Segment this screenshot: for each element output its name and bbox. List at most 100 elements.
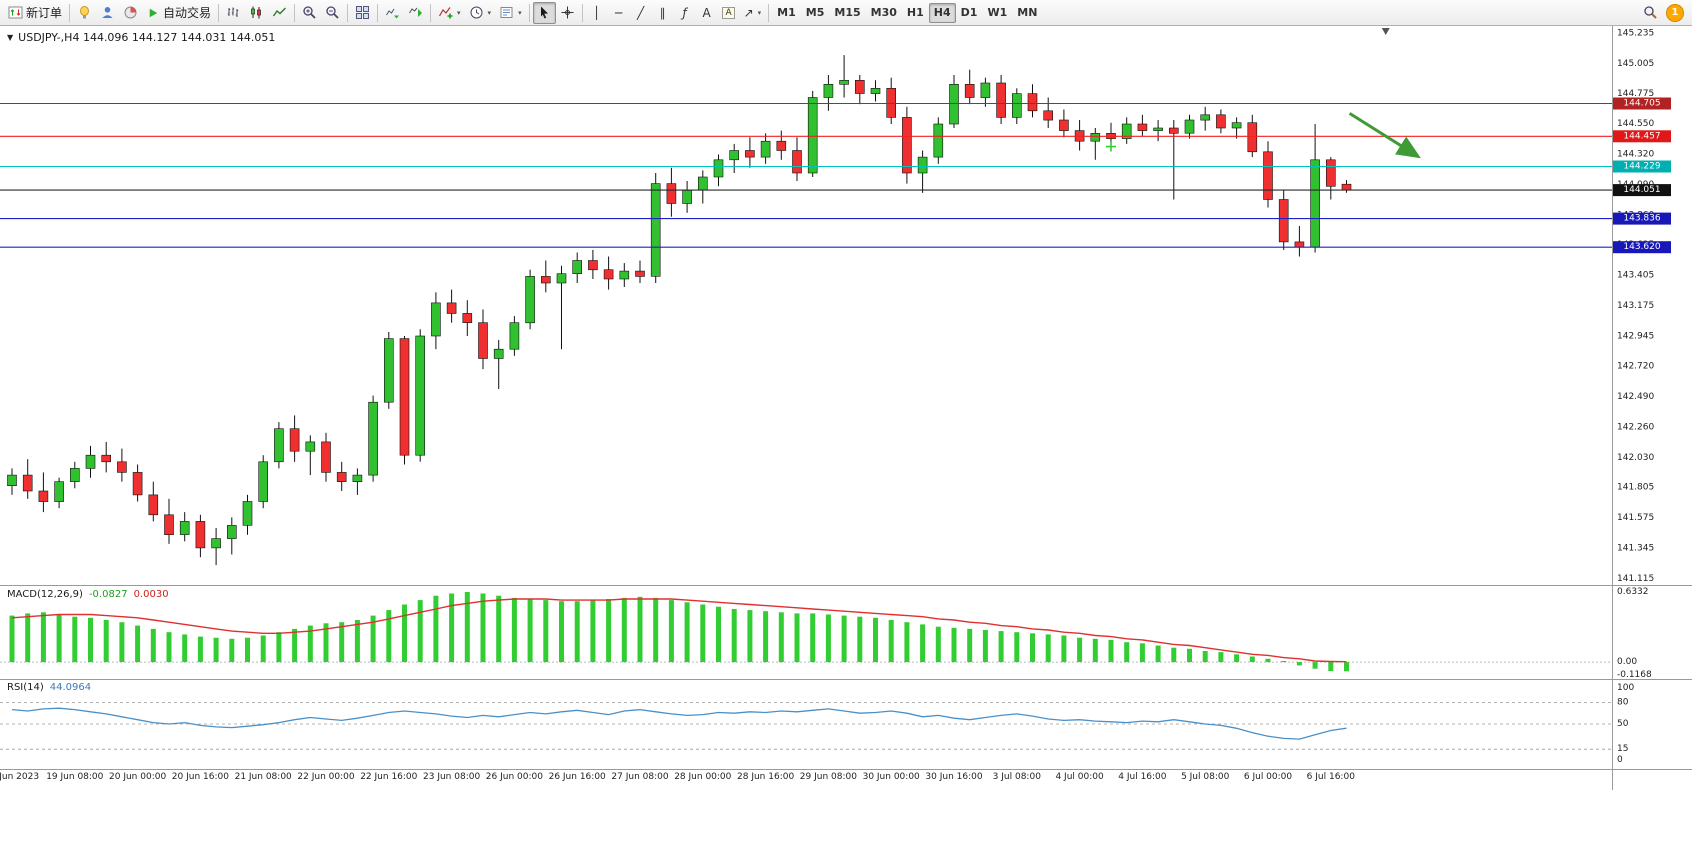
candle-down (1216, 114, 1226, 129)
price-axis-label: 142.260 (1617, 422, 1654, 432)
profile-icon (102, 7, 113, 18)
candle-up (1090, 133, 1101, 142)
price-level-badge-text: 144.705 (1623, 99, 1660, 109)
chart-shift-button[interactable] (404, 2, 427, 24)
candlestick-chart-button[interactable] (245, 2, 268, 24)
vertical-line-button[interactable]: │ (586, 2, 608, 24)
lamp-button[interactable] (73, 2, 96, 24)
price-axis-label: 143.405 (1617, 271, 1654, 281)
candle-up (1310, 159, 1320, 248)
search-button[interactable] (1639, 2, 1662, 24)
candle-down (101, 454, 111, 463)
auto-scroll-button[interactable] (381, 2, 404, 24)
price-axis-label: 142.720 (1617, 361, 1654, 371)
zoom-in-button[interactable] (298, 2, 321, 24)
macd-histogram-bar (1344, 662, 1349, 672)
horizontal-line-icon: ─ (614, 5, 623, 20)
fibonacci-button[interactable]: ƒ (674, 2, 696, 24)
chart-shift-marker[interactable] (1381, 28, 1390, 35)
arrows-tool-button[interactable]: ↗ ▾ (740, 2, 766, 24)
panel-separator[interactable] (0, 769, 1692, 770)
price-chart-panel[interactable]: 145.235 145.005 144.775 144.550 144.320 144.0… (0, 26, 1692, 586)
macd-histogram-bar (1312, 662, 1318, 669)
macd-histogram-bar (433, 595, 439, 663)
macd-histogram-bar (417, 600, 423, 663)
timeframe-button-d1[interactable]: D1 (956, 3, 983, 23)
macd-histogram-bar (166, 632, 172, 663)
candle-up (933, 123, 944, 158)
timeframe-button-h1[interactable]: H1 (902, 3, 929, 23)
trendline-button[interactable]: ╱ (630, 2, 652, 24)
text-label-icon: A (722, 6, 735, 19)
panel-separator[interactable] (0, 585, 1692, 586)
rsi-panel[interactable]: 100 80 50 150 (0, 680, 1692, 769)
candle-down (1263, 151, 1273, 200)
indicators-button[interactable]: ▾ (434, 2, 465, 24)
macd-histogram-bar (606, 599, 612, 663)
text-button[interactable]: A (696, 2, 718, 24)
zoom-out-button[interactable] (321, 2, 344, 24)
timeframe-button-m15[interactable]: M15 (829, 3, 865, 23)
timeframe-button-mn[interactable]: MN (1012, 3, 1042, 23)
templates-button[interactable]: ▾ (495, 2, 526, 24)
price-axis-label: 141.805 (1617, 483, 1654, 493)
auto-trading-button[interactable]: 自动交易 (142, 2, 215, 24)
macd-histogram-bar (1218, 652, 1224, 663)
time-axis-label: 27 Jun 08:00 (611, 772, 669, 782)
macd-histogram-bar (967, 628, 973, 663)
horizontal-line-button[interactable]: ─ (608, 2, 630, 24)
macd-histogram-bar (1077, 637, 1083, 662)
macd-histogram-bar (1108, 639, 1114, 662)
candle-up (242, 501, 253, 526)
timeframe-button-m30[interactable]: M30 (866, 3, 902, 23)
new-order-button[interactable]: 新订单 (4, 2, 66, 24)
macd-signal-value: 0.0030 (133, 589, 169, 600)
macd-histogram-bar (213, 637, 219, 662)
timeframe-button-m1[interactable]: M1 (772, 3, 801, 23)
candle-up (415, 335, 426, 456)
macd-panel[interactable]: 0.6332 0.00 -0.1168 (0, 587, 1692, 679)
macd-histogram-bar (1281, 661, 1287, 663)
arrow-annotation[interactable] (1348, 112, 1421, 159)
candle-down (132, 472, 143, 496)
timeframe-button-w1[interactable]: W1 (982, 3, 1012, 23)
macd-histogram-bar (1265, 658, 1271, 663)
periods-button[interactable]: ▾ (465, 2, 496, 24)
crosshair-button[interactable] (556, 2, 579, 24)
candle-down (540, 276, 551, 284)
text-label-button[interactable]: A (718, 2, 740, 24)
candle-down (22, 474, 33, 492)
candle-up (839, 79, 849, 85)
panel-separator[interactable] (0, 679, 1692, 680)
macd-histogram-bar (700, 604, 706, 662)
macd-histogram-bar (354, 620, 360, 663)
time-axis[interactable]: 16 Jun 2023 19 Jun 08:00 20 Jun 00:00 20 Ju… (0, 772, 1612, 788)
time-axis-label: 19 Jun 08:00 (46, 772, 104, 782)
chart-window[interactable]: 145.235 145.005 144.775 144.550 144.320 144.0… (0, 26, 1692, 850)
line-chart-button[interactable] (268, 2, 291, 24)
time-axis-label: 30 Jun 16:00 (925, 772, 983, 782)
macd-histogram-bar (511, 597, 517, 663)
profile-button[interactable] (96, 2, 119, 24)
bar-chart-button[interactable] (222, 2, 245, 24)
macd-histogram-bar (245, 637, 250, 662)
timeframe-button-h4[interactable]: H4 (928, 2, 956, 23)
timeframe-button-m5[interactable]: M5 (801, 3, 830, 23)
channel-button[interactable]: ∥ (652, 2, 674, 24)
candle-up (917, 156, 928, 174)
price-level-badge-text: 144.229 (1623, 162, 1660, 172)
alerts-button[interactable]: 1 (1662, 2, 1688, 24)
candle-down (321, 441, 331, 473)
candle-down (462, 313, 473, 323)
dropdown-caret: ▾ (457, 8, 461, 17)
toolbar-divider (347, 3, 349, 22)
tile-windows-button[interactable] (351, 2, 374, 24)
cursor-button[interactable] (532, 1, 556, 24)
candle-down (603, 269, 614, 280)
candle-up (823, 83, 834, 98)
macd-histogram-bar (119, 622, 125, 662)
macd-histogram-bar (88, 617, 93, 663)
candle-down (148, 494, 159, 516)
market-data-button[interactable] (119, 2, 142, 24)
tile-windows-icon (356, 6, 370, 19)
